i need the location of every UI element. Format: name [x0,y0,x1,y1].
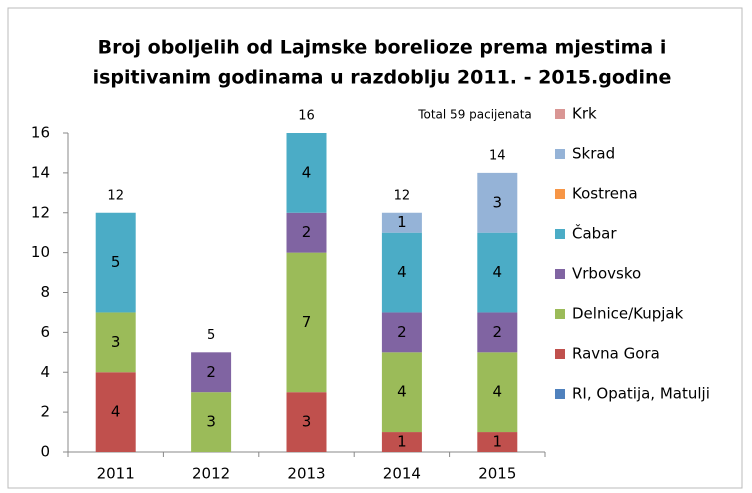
data-label: 4 [302,163,312,181]
bar-segment [286,133,327,213]
legend-label: Vrbovsko [572,265,641,283]
y-tick-label: 12 [31,203,50,221]
data-label: 4 [111,403,121,421]
bar-segment [381,212,422,233]
bar-segment [191,352,232,393]
data-label: 3 [206,413,216,431]
y-tick-label: 16 [31,124,50,142]
legend-swatch [555,389,565,399]
total-label: 16 [298,109,315,124]
total-label: 5 [207,328,215,343]
legend-swatch [555,189,565,199]
data-label: 1 [397,213,407,231]
legend-label: Krk [572,105,597,123]
bar-segment [95,372,136,452]
data-label: 4 [397,383,407,401]
bar-segment [286,252,327,393]
y-tick-label: 6 [40,323,50,341]
bar-segment [95,312,136,373]
total-label: 12 [107,188,124,203]
bar-segment [381,312,422,353]
data-label: 7 [302,313,312,331]
data-label: 3 [493,193,503,211]
data-label: 1 [397,433,407,451]
annotation: Total 59 pacijenata [417,108,532,122]
y-tick-label: 14 [31,163,50,181]
legend-swatch [555,149,565,159]
legend-label: RI, Opatija, Matulji [572,385,710,403]
legend-label: Skrad [572,145,615,163]
bar-segment [477,432,518,452]
bar-segment [381,352,422,433]
x-tick-label: 2013 [287,465,325,483]
data-label: 5 [111,253,121,271]
bar-segment [477,312,518,353]
bar-segment [381,432,422,452]
data-label: 3 [111,333,121,351]
x-tick-label: 2014 [383,465,421,483]
total-label: 12 [394,188,411,203]
data-label: 1 [493,433,503,451]
total-label: 14 [489,148,506,163]
data-label: 2 [493,323,503,341]
x-tick-label: 2015 [478,465,516,483]
y-tick-label: 8 [40,283,50,301]
legend-swatch [555,309,565,319]
legend-label: Delnice/Kupjak [572,305,684,323]
y-tick-label: 4 [40,363,50,381]
legend-label: Kostrena [572,185,638,203]
data-label: 2 [397,323,407,341]
legend-swatch [555,349,565,359]
legend-swatch [555,269,565,279]
data-label: 4 [397,263,407,281]
legend-label: Čabar [572,224,617,243]
y-tick-label: 2 [40,403,50,421]
data-label: 3 [302,413,312,431]
x-tick-label: 2012 [192,465,230,483]
data-label: 4 [493,383,503,401]
y-tick-label: 10 [31,243,50,261]
bar-segment [381,232,422,313]
chart-title: ispitivanim godinama u razdoblju 2011. -… [93,67,672,89]
legend-swatch [555,229,565,239]
bar-segment [477,232,518,313]
bar-segment [191,392,232,452]
data-label: 4 [493,263,503,281]
bar-segment [477,352,518,433]
x-tick-label: 2011 [97,465,135,483]
legend-swatch [555,109,565,119]
bar-segment [477,172,518,233]
data-label: 2 [206,363,216,381]
data-label: 2 [302,223,312,241]
chart-title: Broj oboljelih od Lajmske borelioze prem… [98,37,667,59]
legend-label: Ravna Gora [572,345,660,363]
bar-segment [286,212,327,253]
bar-segment [95,212,136,313]
y-tick-label: 0 [40,443,50,461]
bar-segment [286,392,327,452]
